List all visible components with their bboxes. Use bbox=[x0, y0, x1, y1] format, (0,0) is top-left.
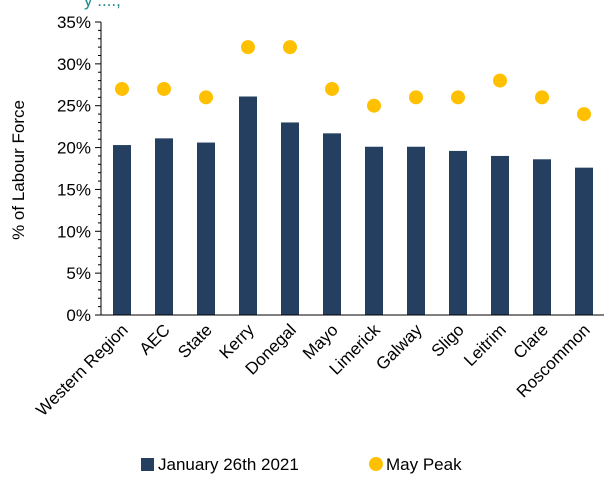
category-label: AEC bbox=[136, 320, 174, 358]
y-tick-label: 5% bbox=[66, 264, 91, 283]
category-label: Galway bbox=[372, 320, 426, 374]
bar bbox=[449, 150, 467, 315]
category-label: State bbox=[174, 320, 216, 362]
y-tick-label: 20% bbox=[57, 139, 91, 158]
bar bbox=[155, 138, 173, 315]
bar bbox=[113, 145, 131, 315]
bar bbox=[239, 96, 257, 316]
legend-swatch-bar bbox=[141, 458, 154, 471]
peak-dot bbox=[115, 81, 129, 96]
peak-dot bbox=[577, 107, 591, 122]
peak-dot bbox=[493, 73, 507, 88]
peak-markers bbox=[115, 40, 591, 122]
bar bbox=[197, 142, 215, 315]
peak-dot bbox=[283, 40, 297, 55]
category-label: Leitrim bbox=[460, 320, 510, 370]
legend-swatch-dot bbox=[369, 457, 383, 471]
legend: January 26th 2021 May Peak bbox=[141, 455, 462, 474]
y-tick-label: 0% bbox=[66, 306, 91, 325]
legend-label-bar: January 26th 2021 bbox=[158, 455, 299, 474]
y-tick-label: 10% bbox=[57, 222, 91, 241]
bar bbox=[281, 122, 299, 315]
bar bbox=[491, 155, 509, 315]
y-tick-label: 30% bbox=[57, 55, 91, 74]
peak-dot bbox=[367, 98, 381, 113]
y-tick-label: 25% bbox=[57, 97, 91, 116]
bars bbox=[113, 96, 593, 316]
bar bbox=[575, 167, 593, 315]
bar bbox=[533, 159, 551, 315]
legend-label-dot: May Peak bbox=[386, 455, 462, 474]
peak-dot bbox=[409, 90, 423, 105]
y-tick-label: 15% bbox=[57, 180, 91, 199]
peak-dot bbox=[157, 81, 171, 96]
bar bbox=[323, 133, 341, 315]
peak-dot bbox=[325, 81, 339, 96]
partial-title: y ...., bbox=[84, 0, 121, 10]
category-label: Western Region bbox=[32, 320, 131, 419]
bar bbox=[407, 146, 425, 315]
y-axis-title: % of Labour Force bbox=[9, 100, 28, 240]
bar bbox=[365, 146, 383, 315]
y-tick-label: 35% bbox=[57, 13, 91, 32]
peak-dot bbox=[535, 90, 549, 105]
peak-dot bbox=[199, 90, 213, 105]
peak-dot bbox=[451, 90, 465, 105]
peak-dot bbox=[241, 40, 255, 55]
y-axis-ticks: 0% 5% 10% 15% 20% 25% 30% 35% bbox=[57, 13, 101, 325]
